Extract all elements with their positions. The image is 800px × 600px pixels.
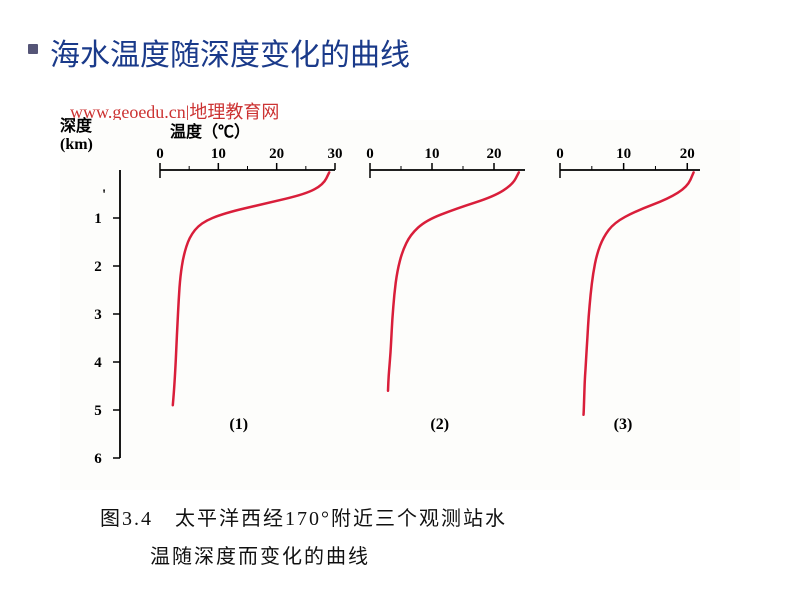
depth-tick-label: 2 [94,259,102,275]
temp-tick-label: 0 [156,146,164,162]
depth-tick-extra: ' [102,187,106,203]
depth-label-line2: (km) [60,136,93,154]
temp-tick-label: 0 [556,146,564,162]
depth-tick-label: 3 [94,307,102,323]
caption-line-1: 图3.4 太平洋西经170°附近三个观测站水 [100,500,507,538]
temp-tick-label: 10 [211,146,226,162]
curve-line [388,172,519,390]
temp-tick-label: 0 [366,146,374,162]
depth-tick-label: 1 [94,211,102,227]
depth-label-line1: 深度 [60,118,93,136]
curve-line [173,172,329,405]
depth-tick-label: 4 [94,355,102,371]
depth-tick-label: 6 [94,451,102,467]
temp-tick-label: 10 [425,146,440,162]
panel-label: (2) [430,416,449,433]
depth-axis-label: 深度 (km) [60,118,93,153]
temp-tick-label: 20 [487,146,502,162]
temp-axis-label: 温度（℃） [170,118,250,142]
title-bullet [28,44,38,54]
temp-tick-label: 30 [328,146,343,162]
curve-line [584,172,694,414]
figure-container: '1 2 3 4 5 6 0 10 20 30 0 10 20 0 10 20 (1) (2) (3) 深度 (km… [60,120,740,490]
temp-tick-label: 10 [616,146,631,162]
figure-caption: 图3.4 太平洋西经170°附近三个观测站水 温随深度而变化的曲线 [100,500,507,576]
caption-line-2: 温随深度而变化的曲线 [150,538,507,576]
temp-tick-label: 20 [269,146,284,162]
panel-label: (3) [614,416,633,433]
panel-label: (1) [229,416,248,433]
depth-temp-chart: '1 2 3 4 5 6 0 10 20 30 0 10 20 0 10 20 (1) (2) (3) [60,120,740,490]
depth-tick-label: 5 [94,403,102,419]
temp-tick-label: 20 [680,146,695,162]
page-title: 海水温度随深度变化的曲线 [50,30,410,74]
